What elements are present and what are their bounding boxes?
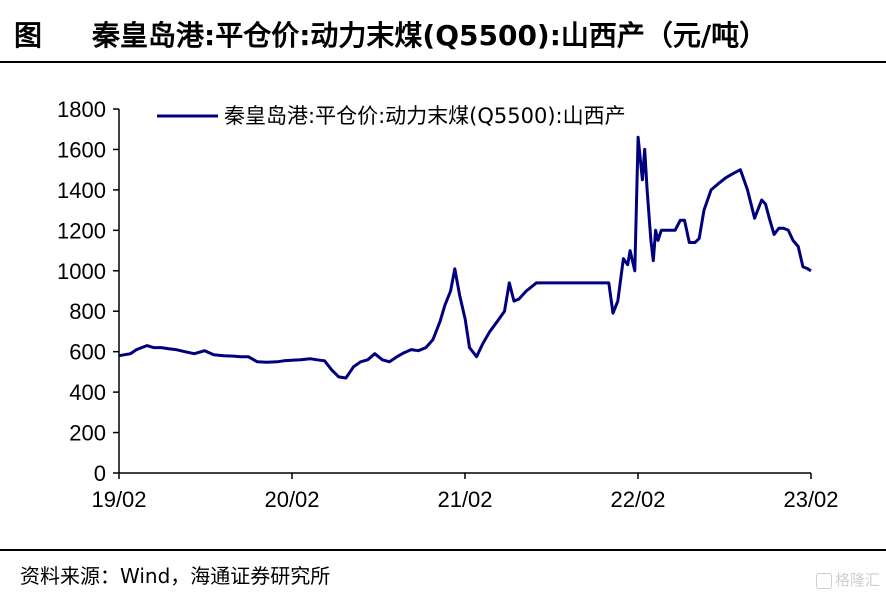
watermark-logo-icon bbox=[815, 572, 832, 589]
watermark: 格隆汇 bbox=[815, 569, 880, 590]
figure-label: 图 bbox=[14, 19, 43, 52]
y-tick-label: 1800 bbox=[57, 97, 106, 122]
series-line bbox=[118, 135, 812, 380]
y-tick-label: 1400 bbox=[57, 178, 106, 203]
watermark-text: 格隆汇 bbox=[834, 571, 880, 589]
y-tick-label: 1200 bbox=[57, 218, 106, 243]
y-tick-label: 1000 bbox=[57, 259, 106, 284]
y-tick-label: 0 bbox=[94, 461, 106, 486]
source-note: 资料来源：Wind，海通证券研究所 bbox=[20, 564, 331, 588]
y-tick-label: 1600 bbox=[57, 137, 106, 162]
y-tick-label: 200 bbox=[69, 421, 106, 446]
legend: 秦皇岛港:平仓价:动力末煤(Q5500):山西产 bbox=[157, 104, 626, 128]
x-tick-label: 23/02 bbox=[783, 487, 838, 512]
legend-label: 秦皇岛港:平仓价:动力末煤(Q5500):山西产 bbox=[224, 104, 626, 128]
line-chart: 0 200 400 600 800 1000 1200 1400 1600 1800 19/02 2… bbox=[57, 97, 839, 512]
chart-title: 秦皇岛港:平仓价:动力末煤(Q5500):山西产（元/吨） bbox=[92, 19, 768, 52]
x-tick-label: 19/02 bbox=[91, 487, 146, 512]
footer-divider bbox=[0, 549, 886, 551]
x-tick-label: 22/02 bbox=[610, 487, 665, 512]
header-divider bbox=[0, 61, 886, 63]
y-tick-label: 600 bbox=[69, 340, 106, 365]
y-tick-label: 400 bbox=[69, 380, 106, 405]
series-layer bbox=[118, 135, 812, 380]
y-axis: 0 200 400 600 800 1000 1200 1400 1600 1800 bbox=[57, 97, 120, 486]
x-axis: 19/02 20/02 21/02 22/02 23/02 bbox=[91, 472, 839, 512]
y-tick-label: 800 bbox=[69, 299, 106, 324]
x-tick-label: 21/02 bbox=[437, 487, 492, 512]
x-tick-label: 20/02 bbox=[264, 487, 319, 512]
chart-header: 图 秦皇岛港:平仓价:动力末煤(Q5500):山西产（元/吨） bbox=[0, 0, 886, 64]
